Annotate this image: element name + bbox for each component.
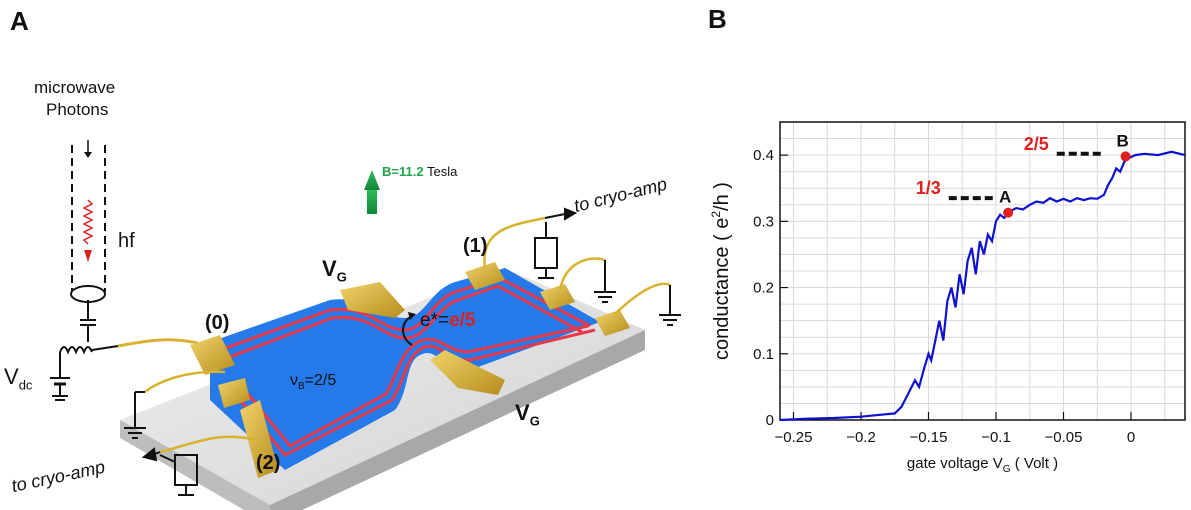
device-schematic — [50, 140, 681, 510]
plot-frame — [779, 121, 1186, 421]
gate-top-subscript: G — [336, 269, 347, 285]
filling-label: νB=2/5 — [290, 372, 336, 392]
y-tick-label: 0 — [766, 412, 774, 429]
marker-point — [1120, 151, 1131, 162]
filling-symbol: ν — [290, 372, 298, 389]
contact-label-2: (2) — [256, 452, 281, 474]
contact-label-1: (1) — [463, 235, 488, 257]
charge-prefix: e*= — [420, 310, 450, 331]
field-value: B=11.2 — [382, 164, 424, 179]
field-arrow — [364, 170, 380, 214]
hf-text: hf — [118, 230, 135, 252]
y-tick-label: 0.1 — [753, 346, 774, 363]
tunneling-arrowhead — [408, 312, 416, 320]
gate-label-bottom: VG — [515, 400, 540, 428]
coax-cable — [50, 140, 206, 401]
conductance-chart: −0.25 −0.2 −0.15 −0.1 −0.05 0 0 0.1 0.2 0.3 0.4 gat… — [709, 121, 1186, 475]
x-tick-label: −0.15 — [910, 429, 948, 446]
vdc-label: Vdc — [4, 364, 32, 392]
marker-label: B — [1116, 131, 1128, 150]
vdc-text: V — [4, 364, 19, 389]
marker-point — [1003, 207, 1014, 218]
hf-label: hf — [118, 230, 135, 253]
x-tick-label: −0.1 — [981, 429, 1011, 446]
x-tick-label: −0.25 — [775, 429, 813, 446]
filling-value: =2/5 — [304, 372, 337, 389]
photons-label: Photons — [46, 100, 109, 119]
charge-value: e/5 — [449, 310, 476, 331]
cryo-arrows — [141, 207, 578, 462]
marker-label: A — [999, 188, 1011, 207]
field-label: B=11.2 Tesla — [382, 164, 457, 179]
ground-symbols — [124, 222, 681, 496]
x-tick-label: −0.2 — [846, 429, 876, 446]
panel-letter-b: B — [708, 4, 727, 34]
microwave-label: microwave — [34, 78, 116, 97]
filling-subscript: B — [298, 381, 305, 393]
bond-wires — [144, 216, 671, 454]
y-tick-label: 0.3 — [753, 213, 774, 230]
contact-label-0: (0) — [205, 312, 230, 334]
x-tick-label: −0.05 — [1045, 429, 1083, 446]
panel-letter-a: A — [10, 6, 29, 36]
conductance-trace — [779, 150, 1186, 422]
gate-label-top: VG — [322, 256, 347, 284]
x-tick-label: 0 — [1127, 429, 1135, 446]
contact-pads — [190, 262, 630, 478]
plateau-label: 1/3 — [916, 178, 941, 198]
tunneling-arrow — [402, 315, 413, 346]
gate-electrodes — [340, 282, 505, 395]
y-tick-label: 0.2 — [753, 280, 774, 297]
x-axis-label: gate voltage VG ( Volt ) — [907, 455, 1058, 475]
plateau-label: 2/5 — [1024, 134, 1049, 154]
gate-bottom-subscript: G — [529, 413, 540, 429]
y-tick-label: 0.4 — [753, 147, 774, 164]
gate-top-text: V — [322, 256, 337, 281]
gate-bottom-text: V — [515, 400, 530, 425]
charge-label: e*=e/5 — [420, 310, 475, 332]
vdc-subscript: dc — [18, 377, 33, 393]
field-unit: Tesla — [426, 164, 458, 179]
y-axis-label: conductance ( e2/h ) — [709, 182, 733, 360]
